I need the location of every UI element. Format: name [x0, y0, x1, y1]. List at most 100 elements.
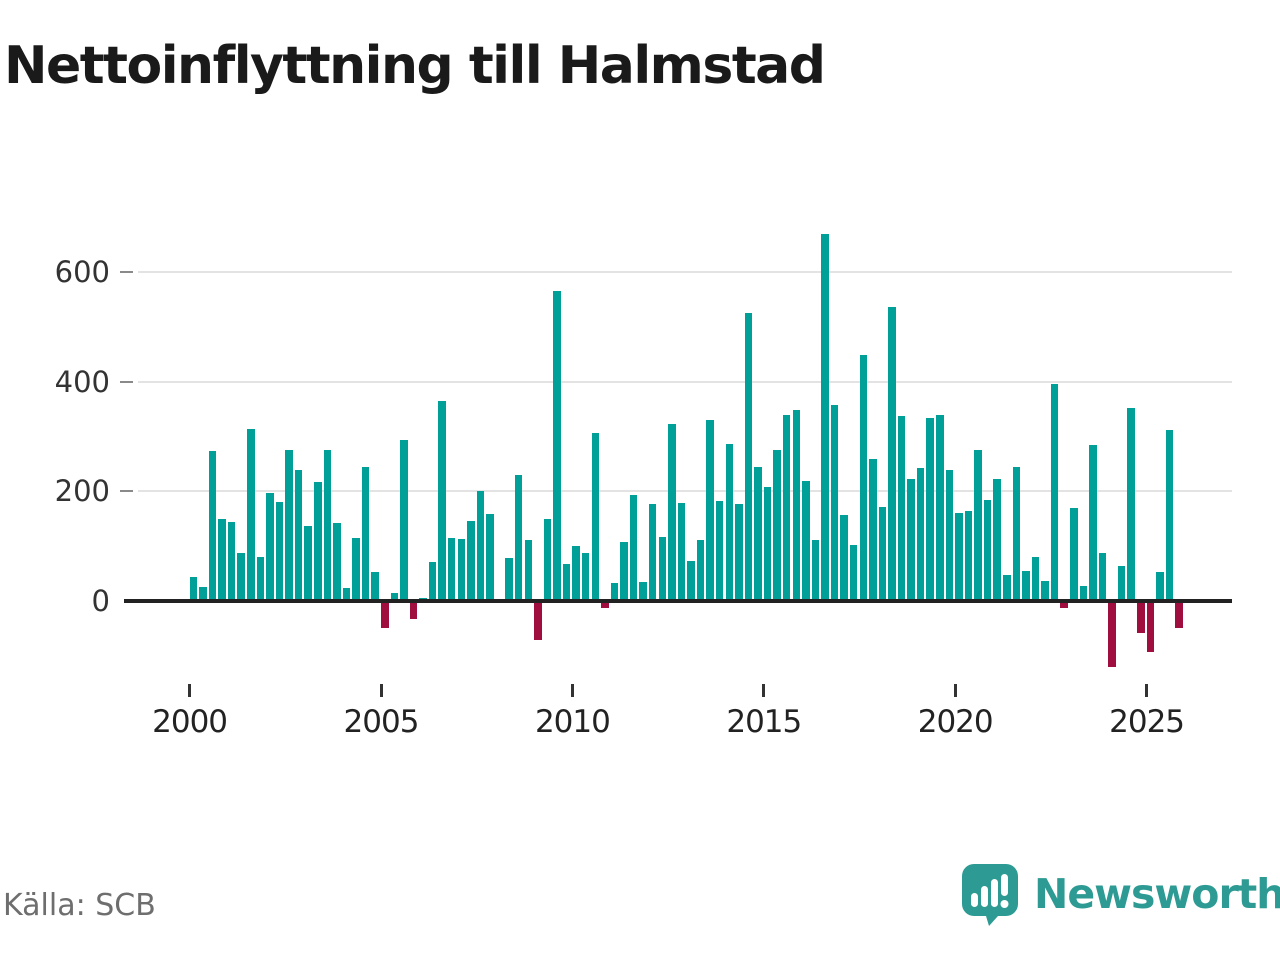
bar-2021-Q1	[993, 478, 1001, 601]
bar-2011-Q1	[610, 583, 619, 601]
y-axis-label-200: 200	[54, 474, 110, 509]
bar-2004-Q3	[361, 467, 370, 601]
bar-2008-Q3	[514, 475, 523, 601]
bar-2021-Q2	[1003, 575, 1011, 601]
bar-2022-Q2	[1041, 581, 1049, 601]
bar-2009-Q4	[562, 563, 571, 601]
bar-2010-Q1	[572, 546, 580, 601]
bar-2014-Q3	[744, 313, 753, 601]
bar-2020-Q3	[974, 449, 982, 601]
bar-2000-Q1	[189, 577, 198, 601]
bar-2016-Q3	[821, 233, 829, 601]
bar-2014-Q4	[754, 467, 762, 601]
bar-2007-Q2	[467, 520, 475, 601]
bar-2006-Q2	[428, 562, 437, 601]
bar-2002-Q1	[266, 492, 274, 601]
gridline-400	[138, 380, 1232, 383]
bar-2004-Q4	[371, 572, 379, 601]
bar-2014-Q1	[725, 443, 734, 601]
bar-2006-Q3	[438, 400, 446, 601]
x-axis-tick-2005	[379, 684, 383, 697]
bar-2021-Q4	[1022, 570, 1030, 601]
bar-2003-Q2	[314, 481, 322, 601]
y-axis-label-400: 400	[54, 364, 110, 399]
bar-2004-Q2	[352, 538, 360, 601]
bar-2017-Q3	[859, 355, 867, 601]
bar-2020-Q2	[964, 511, 973, 601]
x-axis-tick-2020	[953, 684, 957, 697]
bar-2000-Q3	[208, 450, 217, 601]
bar-2024-Q1	[1108, 601, 1116, 668]
bar-2003-Q4	[333, 523, 341, 601]
bar-2019-Q4	[945, 470, 954, 601]
bar-2014-Q2	[735, 504, 743, 601]
bar-2022-Q3	[1050, 384, 1059, 601]
y-axis-label-600: 600	[54, 254, 110, 289]
bar-2005-Q4	[409, 601, 418, 620]
bar-2023-Q4	[1098, 553, 1107, 601]
bar-2022-Q1	[1031, 556, 1040, 601]
bar-2013-Q2	[696, 539, 705, 601]
bar-2011-Q2	[620, 542, 628, 601]
bar-2015-Q4	[792, 409, 800, 601]
bar-2001-Q4	[256, 557, 265, 601]
bar-2012-Q2	[658, 536, 667, 601]
gridline-600	[138, 270, 1232, 273]
y-axis-tick	[120, 380, 133, 383]
bar-2015-Q1	[763, 486, 772, 601]
bar-2000-Q4	[218, 519, 226, 601]
bar-2012-Q1	[648, 503, 657, 601]
bar-2013-Q3	[706, 419, 714, 601]
bar-2023-Q1	[1070, 507, 1078, 601]
bar-2003-Q3	[323, 449, 332, 601]
bar-2015-Q2	[773, 450, 781, 601]
bar-2018-Q3	[897, 416, 906, 601]
bar-2007-Q3	[476, 491, 485, 601]
bar-2019-Q2	[926, 417, 934, 601]
bar-2009-Q2	[543, 518, 552, 601]
bar-2005-Q1	[381, 601, 389, 628]
x-axis-label-2020: 2020	[917, 704, 994, 740]
bar-2022-Q4	[1060, 601, 1068, 609]
bar-2017-Q2	[849, 545, 858, 601]
bar-2005-Q3	[400, 439, 408, 601]
bar-2018-Q4	[907, 478, 915, 601]
bar-2007-Q4	[486, 513, 494, 601]
newsworthy-wordmark: Newsworthy	[1034, 870, 1280, 918]
source-note: Källa: SCB	[3, 888, 156, 923]
bar-2002-Q2	[275, 501, 284, 601]
bar-2009-Q1	[534, 601, 542, 641]
bar-2001-Q3	[247, 429, 255, 601]
x-axis-tick-2000	[188, 684, 192, 697]
x-axis-tick-2015	[762, 684, 766, 697]
x-axis-label-2000: 2000	[152, 704, 228, 740]
bar-2016-Q2	[811, 540, 820, 601]
bar-2024-Q2	[1117, 566, 1126, 601]
x-axis-label-2015: 2015	[726, 704, 802, 740]
x-axis-tick-2010	[570, 684, 574, 697]
newsworthy-logo: Newsworthy	[960, 862, 1280, 926]
bar-2017-Q1	[840, 514, 848, 601]
bar-2018-Q2	[888, 307, 896, 601]
chart-title: Nettoinflyttning till Halmstad	[4, 36, 826, 96]
bar-2011-Q3	[629, 494, 638, 601]
x-axis-label-2010: 2010	[534, 704, 611, 740]
bar-2020-Q4	[983, 499, 992, 601]
bar-2002-Q4	[294, 470, 303, 601]
y-axis-tick	[120, 270, 133, 273]
bar-2007-Q1	[457, 539, 466, 601]
gridline-200	[138, 490, 1232, 493]
bar-2019-Q1	[916, 467, 925, 601]
bar-2001-Q2	[237, 553, 245, 601]
bar-2011-Q4	[639, 581, 647, 601]
bar-2010-Q2	[581, 552, 590, 601]
x-axis-line	[124, 599, 1232, 603]
bar-2008-Q4	[524, 539, 533, 601]
bar-2009-Q3	[553, 291, 561, 601]
bar-2017-Q4	[869, 459, 877, 601]
x-axis-tick-2025	[1145, 684, 1149, 697]
y-axis-label-0: 0	[91, 584, 110, 618]
bar-2005-Q2	[390, 593, 399, 601]
